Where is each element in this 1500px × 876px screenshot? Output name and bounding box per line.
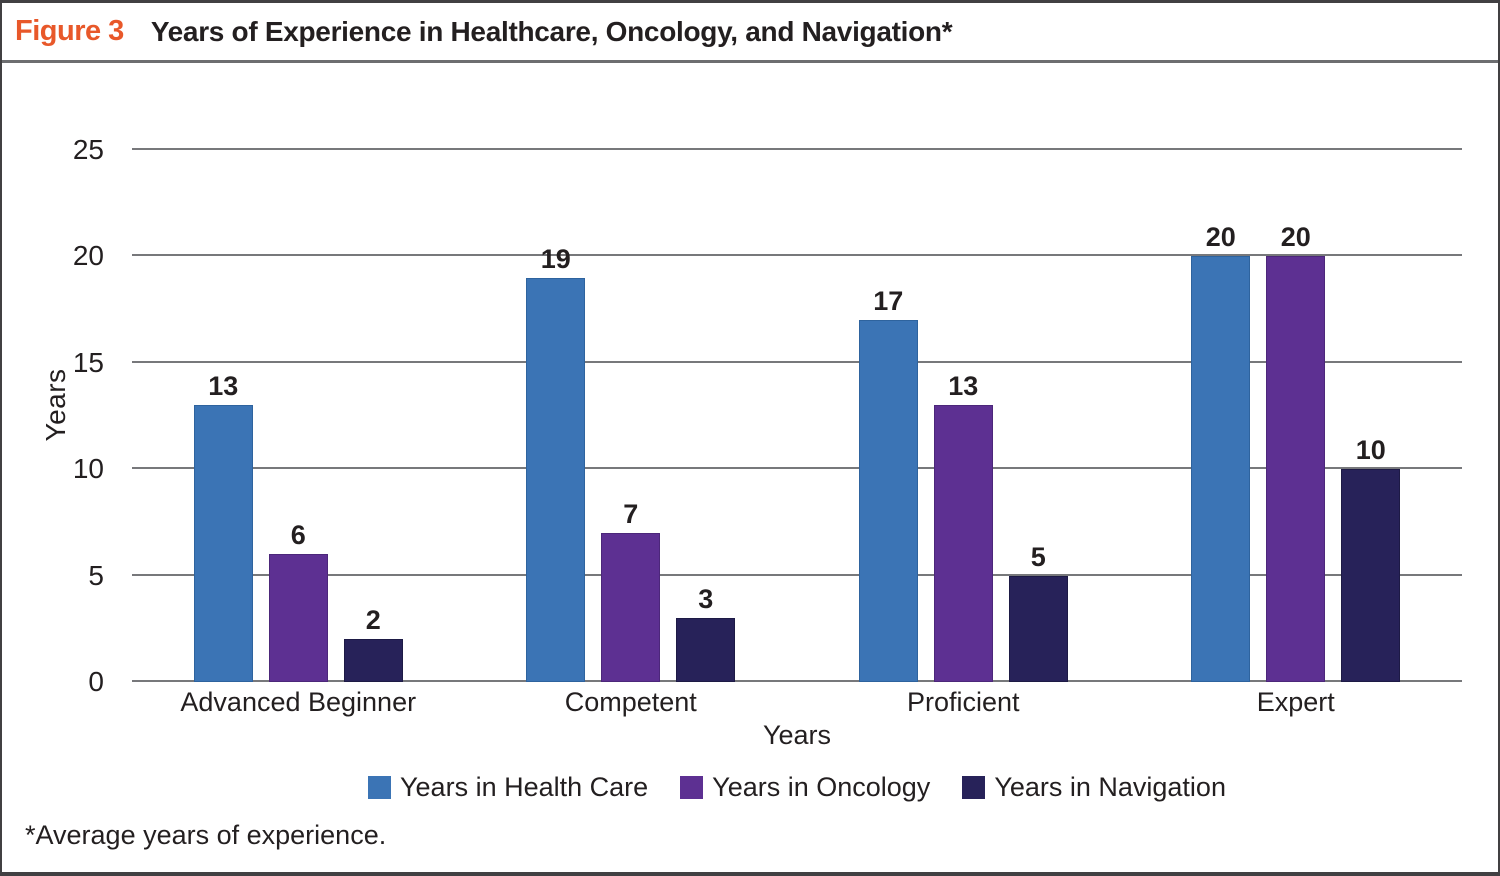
bar-group-proficient: 17 13 5 bbox=[797, 150, 1130, 682]
bar-wrap: 20 bbox=[1191, 150, 1251, 682]
bar bbox=[933, 405, 993, 682]
y-axis-label: Years bbox=[40, 368, 71, 442]
gridline bbox=[132, 573, 1462, 576]
bar-value-label: 20 bbox=[1280, 222, 1311, 253]
legend-label: Years in Health Care bbox=[400, 772, 649, 802]
y-tick-label: 15 bbox=[72, 346, 104, 378]
legend-item: Years in Navigation bbox=[962, 774, 1226, 801]
legend-label: Years in Navigation bbox=[994, 772, 1226, 802]
gridline bbox=[132, 467, 1462, 470]
bar-value-label: 10 bbox=[1355, 435, 1386, 466]
bar-value-label: 19 bbox=[540, 243, 571, 274]
category-label: Proficient bbox=[906, 687, 1020, 717]
legend-label: Years in Oncology bbox=[712, 772, 931, 802]
bar-value-label: 6 bbox=[290, 520, 306, 551]
bar-value-label: 17 bbox=[873, 286, 904, 317]
y-tick-label: 25 bbox=[72, 134, 104, 165]
legend-swatch-icon bbox=[680, 776, 704, 799]
gridline bbox=[132, 360, 1462, 363]
bar bbox=[1008, 575, 1068, 682]
bar-wrap: 13 bbox=[933, 150, 993, 682]
figure-title: Years of Experience in Healthcare, Oncol… bbox=[150, 15, 953, 47]
bar-value-label: 7 bbox=[623, 499, 639, 530]
bar bbox=[676, 618, 736, 682]
gridline bbox=[132, 680, 1462, 682]
bar-group-competent: 19 7 3 bbox=[465, 150, 798, 682]
bar-value-label: 13 bbox=[948, 371, 979, 402]
gridline bbox=[132, 148, 1462, 150]
bar-wrap: 7 bbox=[601, 150, 661, 682]
bar-wrap: 17 bbox=[858, 150, 918, 682]
bar-wrap: 13 bbox=[193, 150, 253, 682]
bar-value-label: 13 bbox=[208, 371, 239, 402]
bar bbox=[526, 277, 586, 682]
y-tick-label: 5 bbox=[88, 559, 104, 591]
bar bbox=[268, 554, 328, 682]
legend-swatch-icon bbox=[962, 776, 986, 799]
x-axis-label: Years bbox=[762, 720, 832, 750]
bar-value-label: 5 bbox=[1030, 541, 1046, 572]
bar-wrap: 10 bbox=[1341, 150, 1401, 682]
bar bbox=[858, 320, 918, 682]
bar bbox=[1266, 256, 1326, 682]
bar-wrap: 20 bbox=[1266, 150, 1326, 682]
legend-item: Years in Health Care bbox=[368, 774, 648, 801]
y-tick-label: 10 bbox=[72, 453, 104, 485]
category-label: Competent bbox=[564, 687, 697, 717]
bar bbox=[1191, 256, 1251, 682]
bar-value-label: 20 bbox=[1205, 222, 1236, 253]
category-axis: Advanced Beginner Competent Proficient Expe… bbox=[132, 689, 1462, 716]
legend: Years in Health Care Years in Oncology Yea… bbox=[132, 774, 1462, 801]
y-tick-label: 0 bbox=[88, 666, 104, 697]
legend-swatch-icon bbox=[368, 776, 392, 799]
category-label: Advanced Beginner bbox=[180, 687, 417, 717]
bar-group-expert: 20 20 10 bbox=[1130, 150, 1463, 682]
bar-groups: 13 6 2 19 7 3 17 13 5 20 20 10 bbox=[132, 150, 1462, 682]
bar-wrap: 5 bbox=[1008, 150, 1068, 682]
bar-group-advanced-beginner: 13 6 2 bbox=[132, 150, 465, 682]
bar-wrap: 3 bbox=[676, 150, 736, 682]
plot-area: 13 6 2 19 7 3 17 13 5 20 20 10 bbox=[132, 148, 1462, 682]
gridline bbox=[132, 254, 1462, 257]
y-tick-label: 20 bbox=[72, 240, 104, 272]
bar-wrap: 2 bbox=[343, 150, 403, 682]
bar bbox=[1341, 469, 1401, 682]
bar-value-label: 3 bbox=[698, 584, 714, 615]
figure-header: Figure 3 Years of Experience in Healthca… bbox=[2, 3, 1498, 63]
bar bbox=[343, 639, 403, 682]
footnote: *Average years of experience. bbox=[25, 820, 387, 850]
legend-item: Years in Oncology bbox=[680, 774, 930, 801]
bar-value-label: 2 bbox=[365, 605, 381, 636]
bar-wrap: 19 bbox=[526, 150, 586, 682]
bar-wrap: 6 bbox=[268, 150, 328, 682]
bar bbox=[601, 533, 661, 682]
figure-label: Figure 3 bbox=[15, 15, 124, 47]
bar bbox=[193, 405, 253, 682]
category-label: Expert bbox=[1256, 687, 1335, 717]
